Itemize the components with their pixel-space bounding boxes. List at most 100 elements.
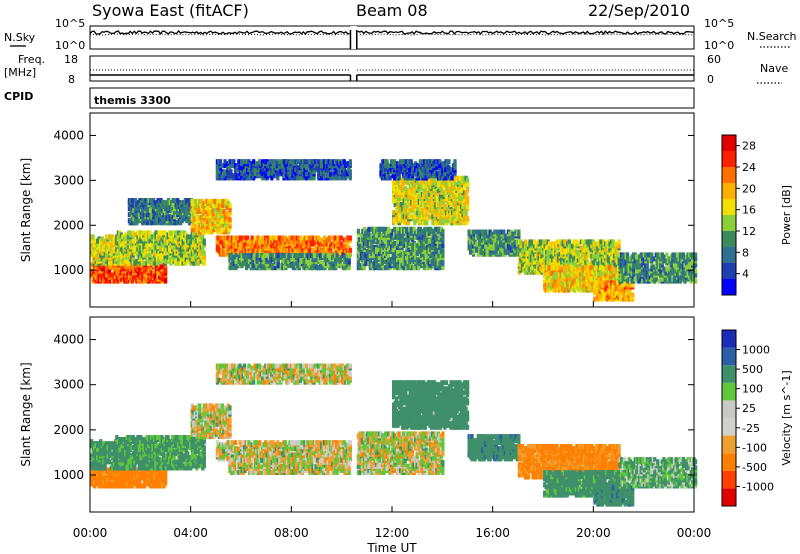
echo-cell	[304, 159, 309, 165]
echo-cell	[148, 252, 152, 258]
echo-cell	[511, 231, 515, 237]
echo-cell	[202, 250, 206, 256]
echo-cell	[150, 220, 154, 226]
echo-cell	[174, 230, 178, 236]
noise-tick-bottom: 10^0	[55, 39, 85, 52]
echo-cell	[405, 226, 409, 232]
nsearch-label: N.Search	[747, 30, 797, 43]
echo-cell	[356, 228, 360, 234]
echo-cell	[136, 230, 140, 236]
echo-cell	[108, 268, 112, 274]
echo-cell	[112, 278, 116, 284]
echo-cell	[164, 266, 168, 272]
echo-cell	[418, 226, 422, 232]
echo-cell	[130, 204, 134, 210]
echo-cell	[164, 276, 168, 282]
echo-cell	[133, 232, 137, 238]
echo-cell	[252, 253, 256, 259]
echo-cell	[134, 258, 138, 264]
freq-label: Freq.	[18, 53, 45, 66]
echo-cell	[127, 260, 131, 266]
echo-cell	[385, 159, 389, 165]
nsearch-series	[89, 33, 695, 36]
echo-cell	[96, 270, 100, 276]
echo-cell	[342, 243, 346, 249]
echo-cell	[202, 254, 206, 260]
echo-cell	[348, 235, 352, 241]
nave-tick-bottom: 0	[707, 73, 714, 86]
nsky-label: N.Sky	[4, 31, 36, 44]
echo-cell	[274, 235, 278, 241]
noise-tick-bottom-right: 10^0	[704, 39, 734, 52]
echo-cell	[91, 238, 95, 244]
echo-cell	[202, 260, 206, 266]
echo-cell	[154, 230, 158, 236]
echo-cell	[348, 159, 352, 165]
freq-unit-label: [MHz]	[4, 66, 36, 79]
echo-cell	[447, 159, 451, 165]
echo-cell	[148, 230, 152, 236]
echo-cell	[127, 244, 131, 250]
echo-cell	[453, 159, 457, 165]
echo-cell	[219, 229, 223, 235]
echo-cell	[466, 177, 470, 183]
freq-tick-bottom: 8	[68, 73, 75, 86]
echo-cell	[133, 274, 137, 280]
echo-cell	[152, 260, 157, 266]
echo-cell	[171, 198, 175, 203]
freq-strip: Freq. [MHz] 18 8 60 0 Nave CPID	[4, 53, 788, 103]
echo-cell	[339, 235, 343, 241]
echo-cell	[228, 217, 232, 223]
echo-cell	[220, 163, 224, 169]
echo-cell	[246, 253, 250, 259]
power-echo-cells	[90, 159, 698, 302]
echo-cell	[276, 253, 280, 259]
echo-cell	[367, 226, 371, 232]
echo-cell	[126, 270, 130, 276]
echo-cell	[135, 206, 139, 212]
echo-cell	[347, 253, 351, 259]
echo-cell	[201, 246, 205, 252]
echo-cell	[169, 230, 173, 236]
echo-cell	[228, 203, 232, 208]
echo-cell	[443, 204, 447, 210]
echo-cell	[348, 247, 352, 253]
data-gap	[350, 26, 357, 49]
noise-tick-top: 10^5	[55, 17, 85, 30]
freq-tick-top: 18	[64, 53, 78, 66]
cpid-strip: themis 3300	[89, 87, 695, 109]
echo-cell	[155, 260, 160, 266]
echo-cell	[348, 169, 352, 175]
echo-cell	[202, 238, 206, 244]
echo-cell	[466, 216, 470, 222]
echo-cell	[91, 234, 95, 240]
echo-cell	[292, 235, 296, 241]
echo-cell	[142, 260, 146, 266]
echo-cell	[127, 234, 131, 240]
program-name: themis 3300	[94, 94, 171, 107]
station-title: Syowa East (fitACF)	[92, 1, 249, 20]
echo-cell	[127, 250, 131, 256]
echo-cell	[280, 235, 284, 241]
echo-cell	[186, 258, 190, 264]
echo-cell	[329, 159, 333, 165]
echo-cell	[517, 229, 521, 235]
echo-cell	[130, 278, 134, 284]
nsky-series	[89, 30, 695, 35]
echo-cell	[388, 175, 392, 181]
noise-tick-top-right: 10^5	[704, 17, 734, 30]
echo-cell	[189, 240, 193, 246]
echo-cell	[127, 230, 131, 236]
echo-cell	[126, 274, 130, 280]
echo-cell	[133, 198, 137, 203]
echo-cell	[223, 159, 227, 165]
nave-label: Nave	[760, 62, 788, 75]
echo-cell	[441, 228, 445, 234]
date-label: 22/Sep/2010	[588, 1, 690, 20]
noise-strip: N.Sky 10^5 10^0 10^5 10^0 N.Search	[4, 17, 797, 52]
echo-cell	[163, 254, 167, 260]
echo-cell	[466, 196, 470, 201]
beam-label: Beam 08	[356, 1, 428, 20]
